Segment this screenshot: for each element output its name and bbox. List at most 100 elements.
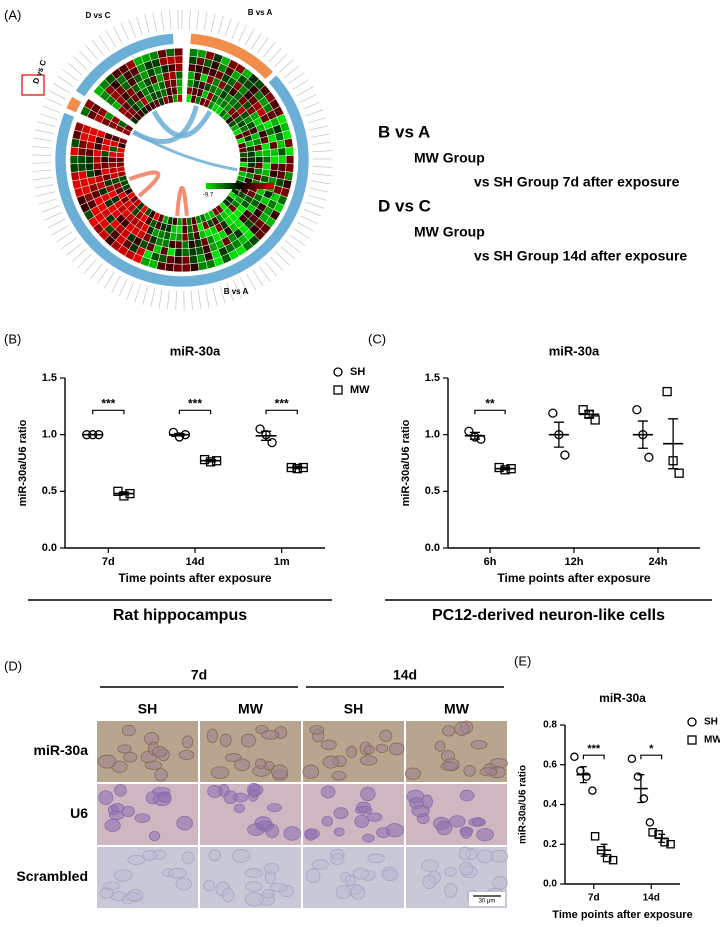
significance-label: *** [587,743,601,755]
error-bar [553,421,564,448]
legend-label: MW [704,735,720,746]
chart: miR-30a 0.0 0.5 1.0 1.5 miR-30a/U6 ratio Time … [385,343,712,624]
error-bar [579,766,587,784]
gene-label-stub [128,19,136,38]
legend-marker [333,367,343,377]
group-label: MW [238,701,264,717]
cell-nucleus [449,815,466,828]
cell-nucleus [233,803,245,813]
x-tick-label: 1m [274,556,290,568]
cell-nucleus [356,801,372,813]
error-bar [637,420,648,449]
key-line: MW Group [414,150,485,166]
x-tick-label: 24h [649,556,668,568]
cell-nucleus [322,755,340,769]
cell-nucleus [181,851,195,865]
gene-label-stub [233,280,242,298]
significance-bracket [178,409,212,415]
x-tick-label: 6h [484,556,497,568]
legend-label: SH [704,717,718,728]
significance-bracket [92,409,125,415]
cell-nucleus [247,788,259,802]
error-bar [260,430,272,441]
gene-label-stub [39,113,58,120]
cell-nucleus [218,783,230,797]
gene-label-stub [32,154,52,156]
heatmap-cell [83,98,96,111]
group-ring [75,32,175,98]
significance-label: * [649,743,654,755]
cell-nucleus [168,867,187,879]
heatmap-cell [168,71,177,81]
data-point [608,855,618,865]
cell-nucleus [178,749,195,760]
heatmap-cell [262,156,272,164]
gene-label-stub [310,133,330,138]
gene-label-stub [288,72,305,84]
chart: miR-30a 0.0 0.2 0.4 0.6 0.8 miR-30a/U6 ratio Ti… [518,691,720,921]
gene-label-stub [167,290,170,310]
x-tick-label: 14d [643,893,660,904]
cell-nucleus [244,868,263,878]
row-label: U6 [70,805,88,821]
cell-nucleus [151,746,168,758]
gene-label-stub [309,125,329,131]
x-axis-label: Time points after exposure [118,571,271,585]
key-line: vs SH Group 7d after exposure [474,174,680,190]
comparison-label: B vs A [224,287,249,296]
data-point [267,437,277,448]
gene-label-stub [66,243,82,256]
cell-nucleus [176,815,193,831]
heatmap-cell [69,155,79,165]
error-bar [668,418,679,470]
cell-nucleus [471,817,485,827]
heatmap-cell [181,248,190,257]
heatmap-cell [73,121,85,133]
gene-label-stub [280,246,296,260]
colorbar-tick: -0.3 [233,193,244,199]
heatmap-cell [165,255,175,265]
y-tick-label: 0.8 [543,720,557,731]
heatmap-cell [77,163,87,172]
gene-label-stub [296,86,314,97]
gene-label-stub [142,286,148,305]
cell-nucleus [411,804,430,818]
legend-label: SH [350,366,365,378]
cell-nucleus [354,814,370,829]
heatmap-cell [176,217,183,226]
gene-label-stub [251,32,262,50]
gene-label-stub [264,261,278,277]
heatmap-cell [189,262,200,272]
gene-label-stub [51,225,69,236]
data-point [662,386,672,397]
heatmap-cell [186,224,194,234]
key-line: vs SH Group 14d after exposure [474,248,687,264]
heatmap-cell [268,140,279,150]
y-tick-label: 0.2 [543,839,557,850]
gene-label-stub [283,65,300,79]
gene-label-stub [77,254,92,269]
cell-nucleus [104,819,121,832]
cell-nucleus [404,767,422,780]
heatmap-cell [285,146,295,156]
panel-label: (D) [4,658,22,673]
cell-nucleus [210,766,230,779]
cell-nucleus [321,785,336,799]
gene-label-stub [268,47,282,63]
legend-label: MW [350,384,370,396]
cell-nucleus [233,758,251,772]
heatmap-cell [255,156,264,164]
gene-label-stub [312,141,331,145]
gene-label-stub [177,10,179,30]
gene-label-stub [32,169,52,172]
cell-nucleus [367,853,385,864]
gene-label-stub [175,290,177,310]
cell-nucleus [363,745,375,755]
x-tick-label: 12h [565,556,584,568]
gene-label-stub [299,93,317,103]
heatmap-cell [85,169,96,179]
heatmap-cell [276,139,286,149]
heatmap-cell [165,48,175,58]
cell-nucleus [440,761,458,771]
cell-nucleus [233,792,248,803]
